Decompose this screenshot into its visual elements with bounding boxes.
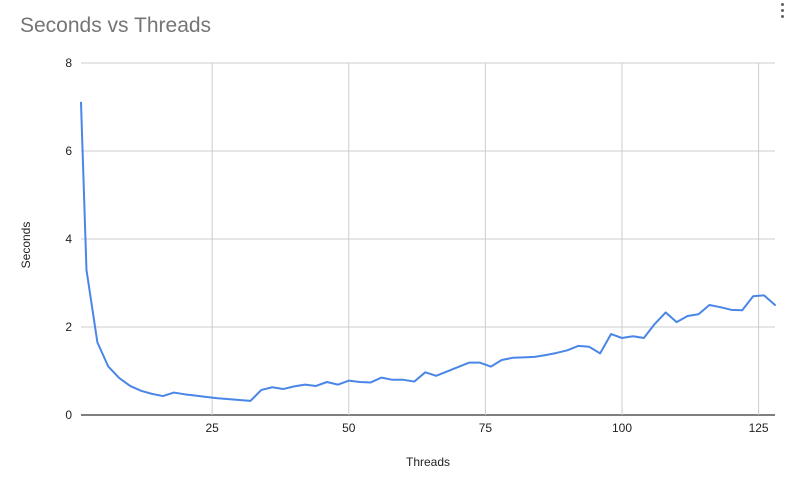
x-tick-label: 100 bbox=[612, 421, 632, 435]
y-tick-label: 0 bbox=[65, 408, 72, 422]
x-tick-label: 25 bbox=[205, 421, 219, 435]
y-tick-label: 8 bbox=[65, 56, 72, 70]
y-tick-label: 2 bbox=[65, 320, 72, 334]
x-tick-labels: 25 50 75 100 125 bbox=[205, 421, 768, 435]
y-tick-label: 4 bbox=[65, 232, 72, 246]
grid-lines bbox=[81, 62, 775, 416]
x-tick-label: 75 bbox=[479, 421, 493, 435]
chart-title: Seconds vs Threads bbox=[20, 14, 212, 37]
x-tick-label: 50 bbox=[342, 421, 356, 435]
y-axis-label: Seconds bbox=[19, 222, 33, 269]
series-line[interactable] bbox=[80, 101, 776, 402]
more-vert-icon[interactable] bbox=[778, 1, 788, 21]
y-tick-label: 6 bbox=[65, 144, 72, 158]
x-tick-label: 125 bbox=[749, 421, 769, 435]
x-axis-label: Threads bbox=[406, 455, 450, 469]
y-tick-labels: 0 2 4 6 8 bbox=[65, 56, 72, 422]
series-layer bbox=[80, 101, 776, 402]
